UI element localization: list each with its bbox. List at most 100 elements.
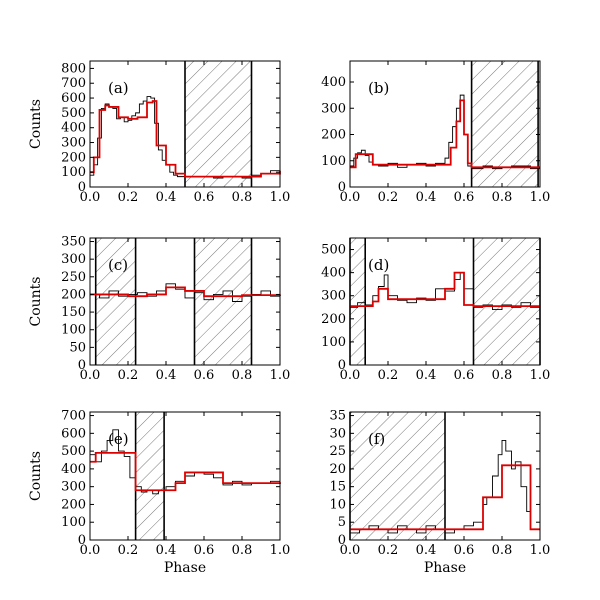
- y-tick-label: 400: [321, 266, 346, 281]
- y-tick-label: 25: [329, 444, 346, 459]
- panel-label: (a): [108, 79, 129, 97]
- x-tick-label: 0.8: [492, 543, 513, 558]
- axes-frame: [349, 411, 541, 541]
- y-tick-label: 200: [321, 128, 346, 143]
- axes-frame: [89, 60, 281, 188]
- x-tick-label: 0.4: [156, 543, 177, 558]
- y-tick-label: 400: [321, 75, 346, 90]
- x-tick-label: 0.0: [80, 543, 101, 558]
- panel-e: 0.0 0.2 0.4 0.6 0.8 1.0 0 100 200 300 400 500 600 700…: [28, 409, 290, 576]
- x-tick-label: 0.2: [118, 368, 139, 383]
- y-tick-label: 0: [338, 533, 346, 548]
- y-tick-label: 500: [61, 444, 86, 459]
- axes-frame: [89, 411, 281, 541]
- excluded-region: [95, 238, 136, 365]
- y-tick-label: 800: [61, 61, 86, 76]
- model-step-line: [90, 100, 281, 178]
- y-tick-label: 300: [61, 136, 86, 151]
- y-tick-label: 10: [329, 497, 346, 512]
- y-tick-label: 200: [61, 287, 86, 302]
- x-tick-label: 0.6: [194, 543, 215, 558]
- x-tick-label: 0.4: [416, 368, 437, 383]
- y-axis-label: Counts: [28, 451, 44, 501]
- x-tick-label: 0.6: [194, 368, 215, 383]
- model-step-line: [90, 451, 281, 492]
- excluded-region: [194, 238, 252, 365]
- model-step-line: [350, 271, 540, 308]
- x-axis-label: Phase: [164, 560, 206, 576]
- excluded-region: [350, 412, 445, 540]
- x-tick-label: 0.6: [194, 190, 215, 205]
- x-tick-label: 0.2: [378, 368, 399, 383]
- y-tick-label: 600: [61, 426, 86, 441]
- x-tick-label: 0.0: [340, 368, 361, 383]
- excluded-region: [350, 238, 366, 365]
- x-tick-label: 0.2: [118, 190, 139, 205]
- x-tick-label: 1.0: [270, 368, 291, 383]
- y-tick-label: 0: [78, 533, 86, 548]
- y-tick-label: 400: [61, 121, 86, 136]
- x-tick-label: 1.0: [270, 543, 291, 558]
- excluded-region: [473, 238, 540, 365]
- x-tick-label: 1.0: [530, 190, 551, 205]
- x-tick-label: 0.0: [340, 543, 361, 558]
- y-tick-label: 100: [61, 515, 86, 530]
- panel-label: (f): [368, 430, 385, 448]
- y-tick-label: 0: [338, 180, 346, 195]
- y-tick-label: 300: [61, 252, 86, 267]
- panel-f: 0.0 0.2 0.4 0.6 0.8 1.0 0 5 10 15 20 25 30 35 (f) Phase: [329, 409, 550, 576]
- x-tick-label: 0.6: [454, 368, 475, 383]
- x-tick-label: 0.8: [232, 543, 253, 558]
- axes-frame: [349, 237, 541, 366]
- y-tick-label: 100: [61, 165, 86, 180]
- panel-label: (d): [368, 256, 389, 274]
- y-tick-label: 0: [338, 358, 346, 373]
- axes-frame: [349, 60, 541, 188]
- histogram-step-line: [350, 439, 540, 534]
- y-tick-label: 0: [78, 358, 86, 373]
- y-tick-label: 500: [61, 106, 86, 121]
- x-tick-label: 0.2: [378, 190, 399, 205]
- model-step-line: [350, 99, 540, 169]
- y-tick-label: 150: [61, 305, 86, 320]
- excluded-region: [135, 412, 165, 540]
- panel-d: 0.0 0.2 0.4 0.6 0.8 1.0 0 100 200 300 400 500 (d): [321, 237, 551, 383]
- x-tick-label: 0.2: [378, 543, 399, 558]
- y-tick-label: 35: [329, 409, 346, 424]
- x-tick-label: 0.0: [80, 368, 101, 383]
- y-tick-label: 30: [329, 426, 346, 441]
- y-tick-label: 200: [61, 150, 86, 165]
- x-tick-label: 0.0: [80, 190, 101, 205]
- y-tick-label: 0: [78, 180, 86, 195]
- y-tick-label: 15: [329, 480, 346, 495]
- x-tick-label: 0.8: [492, 190, 513, 205]
- x-tick-label: 1.0: [530, 543, 551, 558]
- y-tick-label: 50: [69, 340, 86, 355]
- panel-label: (c): [108, 256, 128, 274]
- y-tick-label: 250: [61, 270, 86, 285]
- model-step-line: [350, 464, 540, 531]
- x-tick-label: 0.4: [156, 368, 177, 383]
- x-tick-label: 0.8: [232, 368, 253, 383]
- panel-label: (b): [368, 79, 389, 97]
- x-tick-label: 0.0: [340, 190, 361, 205]
- y-tick-label: 100: [321, 154, 346, 169]
- x-tick-label: 0.6: [454, 190, 475, 205]
- y-tick-label: 300: [321, 101, 346, 116]
- y-tick-label: 200: [61, 497, 86, 512]
- panel-a: 0.0 0.2 0.4 0.6 0.8 1.0 0100200300400500600700…: [28, 60, 290, 205]
- y-tick-label: 100: [61, 323, 86, 338]
- excluded-region: [185, 61, 252, 187]
- panel-label: (e): [108, 430, 129, 448]
- panel-c: 0.0 0.2 0.4 0.6 0.8 1.0 0 50 100 150 200 250 300 350 (…: [28, 235, 290, 383]
- x-tick-label: 1.0: [530, 368, 551, 383]
- x-tick-label: 0.2: [118, 543, 139, 558]
- y-tick-label: 20: [329, 462, 346, 477]
- y-tick-label: 500: [321, 243, 346, 258]
- panel-b: 0.0 0.2 0.4 0.6 0.8 1.0 0 100 200 300 400 (b): [321, 60, 551, 205]
- y-axis-label: Counts: [28, 99, 44, 149]
- x-tick-label: 0.4: [156, 190, 177, 205]
- y-tick-label: 300: [321, 289, 346, 304]
- y-tick-label: 700: [61, 409, 86, 424]
